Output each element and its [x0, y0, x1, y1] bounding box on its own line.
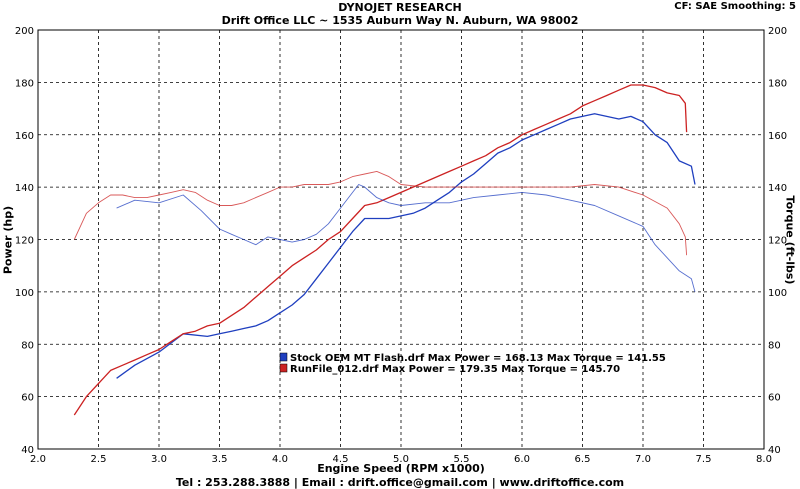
- y-tick-label-left: 120: [15, 236, 34, 247]
- y-tick-label-right: 80: [768, 340, 781, 351]
- y-tick-label-right: 140: [768, 183, 787, 194]
- runfile-torque-line: [73, 170, 688, 256]
- y-tick-label-right: 180: [768, 78, 787, 89]
- y-axis-label-left: Power (hp): [1, 205, 15, 275]
- y-tick-label-right: 100: [768, 288, 787, 299]
- y-tick-label-left: 80: [21, 340, 34, 351]
- legend-entry: RunFile_012.drf Max Power = 179.35 Max T…: [290, 364, 620, 375]
- x-axis-label: Engine Speed (RPM x1000): [317, 462, 485, 475]
- y-tick-label-left: 140: [15, 183, 34, 194]
- runfile-power-line: [73, 84, 688, 416]
- x-tick-label: 2.5: [91, 454, 107, 465]
- x-tick-label: 4.0: [272, 454, 288, 465]
- legend-swatch: [279, 363, 288, 373]
- y-tick-label-left: 100: [15, 288, 34, 299]
- stock-power-line: [116, 113, 696, 379]
- x-tick-label: 8.0: [756, 454, 772, 465]
- x-tick-label: 5.5: [454, 454, 470, 465]
- series-group: [73, 84, 696, 416]
- y-tick-label-left: 160: [15, 131, 34, 142]
- y-tick-label-right: 60: [768, 393, 781, 404]
- y-tick-label-left: 40: [21, 445, 34, 456]
- x-tick-label: 4.5: [333, 454, 349, 465]
- legend: Stock OEM MT Flash.drf Max Power = 168.1…: [279, 352, 666, 375]
- x-tick-label: 5.0: [393, 454, 409, 465]
- correction-factor-info: CF: SAE Smoothing: 5: [674, 1, 796, 12]
- x-tick-label: 7.0: [635, 454, 651, 465]
- x-tick-label: 6.0: [514, 454, 530, 465]
- y-tick-label-right: 40: [768, 445, 781, 456]
- chart-title: DYNOJET RESEARCH: [338, 1, 462, 14]
- x-tick-label: 3.5: [212, 454, 228, 465]
- y-axis-label-right: Torque (ft-lbs): [783, 195, 797, 285]
- y-tick-label-right: 120: [768, 236, 787, 247]
- chart-subtitle: Drift Office LLC ~ 1535 Auburn Way N. Au…: [221, 14, 579, 27]
- x-tick-label: 3.0: [151, 454, 167, 465]
- legend-entry: Stock OEM MT Flash.drf Max Power = 168.1…: [290, 353, 666, 364]
- grid: [38, 30, 764, 449]
- y-tick-label-right: 160: [768, 131, 787, 142]
- footer-contact: Tel : 253.288.3888 | Email : drift.offic…: [175, 476, 625, 489]
- x-tick-label: 2.0: [30, 454, 46, 465]
- x-tick-label: 7.5: [696, 454, 712, 465]
- legend-swatch: [279, 352, 288, 362]
- y-tick-label-left: 60: [21, 393, 34, 404]
- y-tick-label-left: 180: [15, 78, 34, 89]
- stock-torque-line: [116, 184, 696, 293]
- y-tick-label-left: 200: [15, 26, 34, 37]
- axis-ticks: 2.0 2.5 3.0 3.5 4.0 4.5 5.0 5.5 6.0 6.5 7.0 7.5 8.04…: [15, 26, 787, 465]
- x-tick-label: 6.5: [575, 454, 591, 465]
- y-tick-label-right: 200: [768, 26, 787, 37]
